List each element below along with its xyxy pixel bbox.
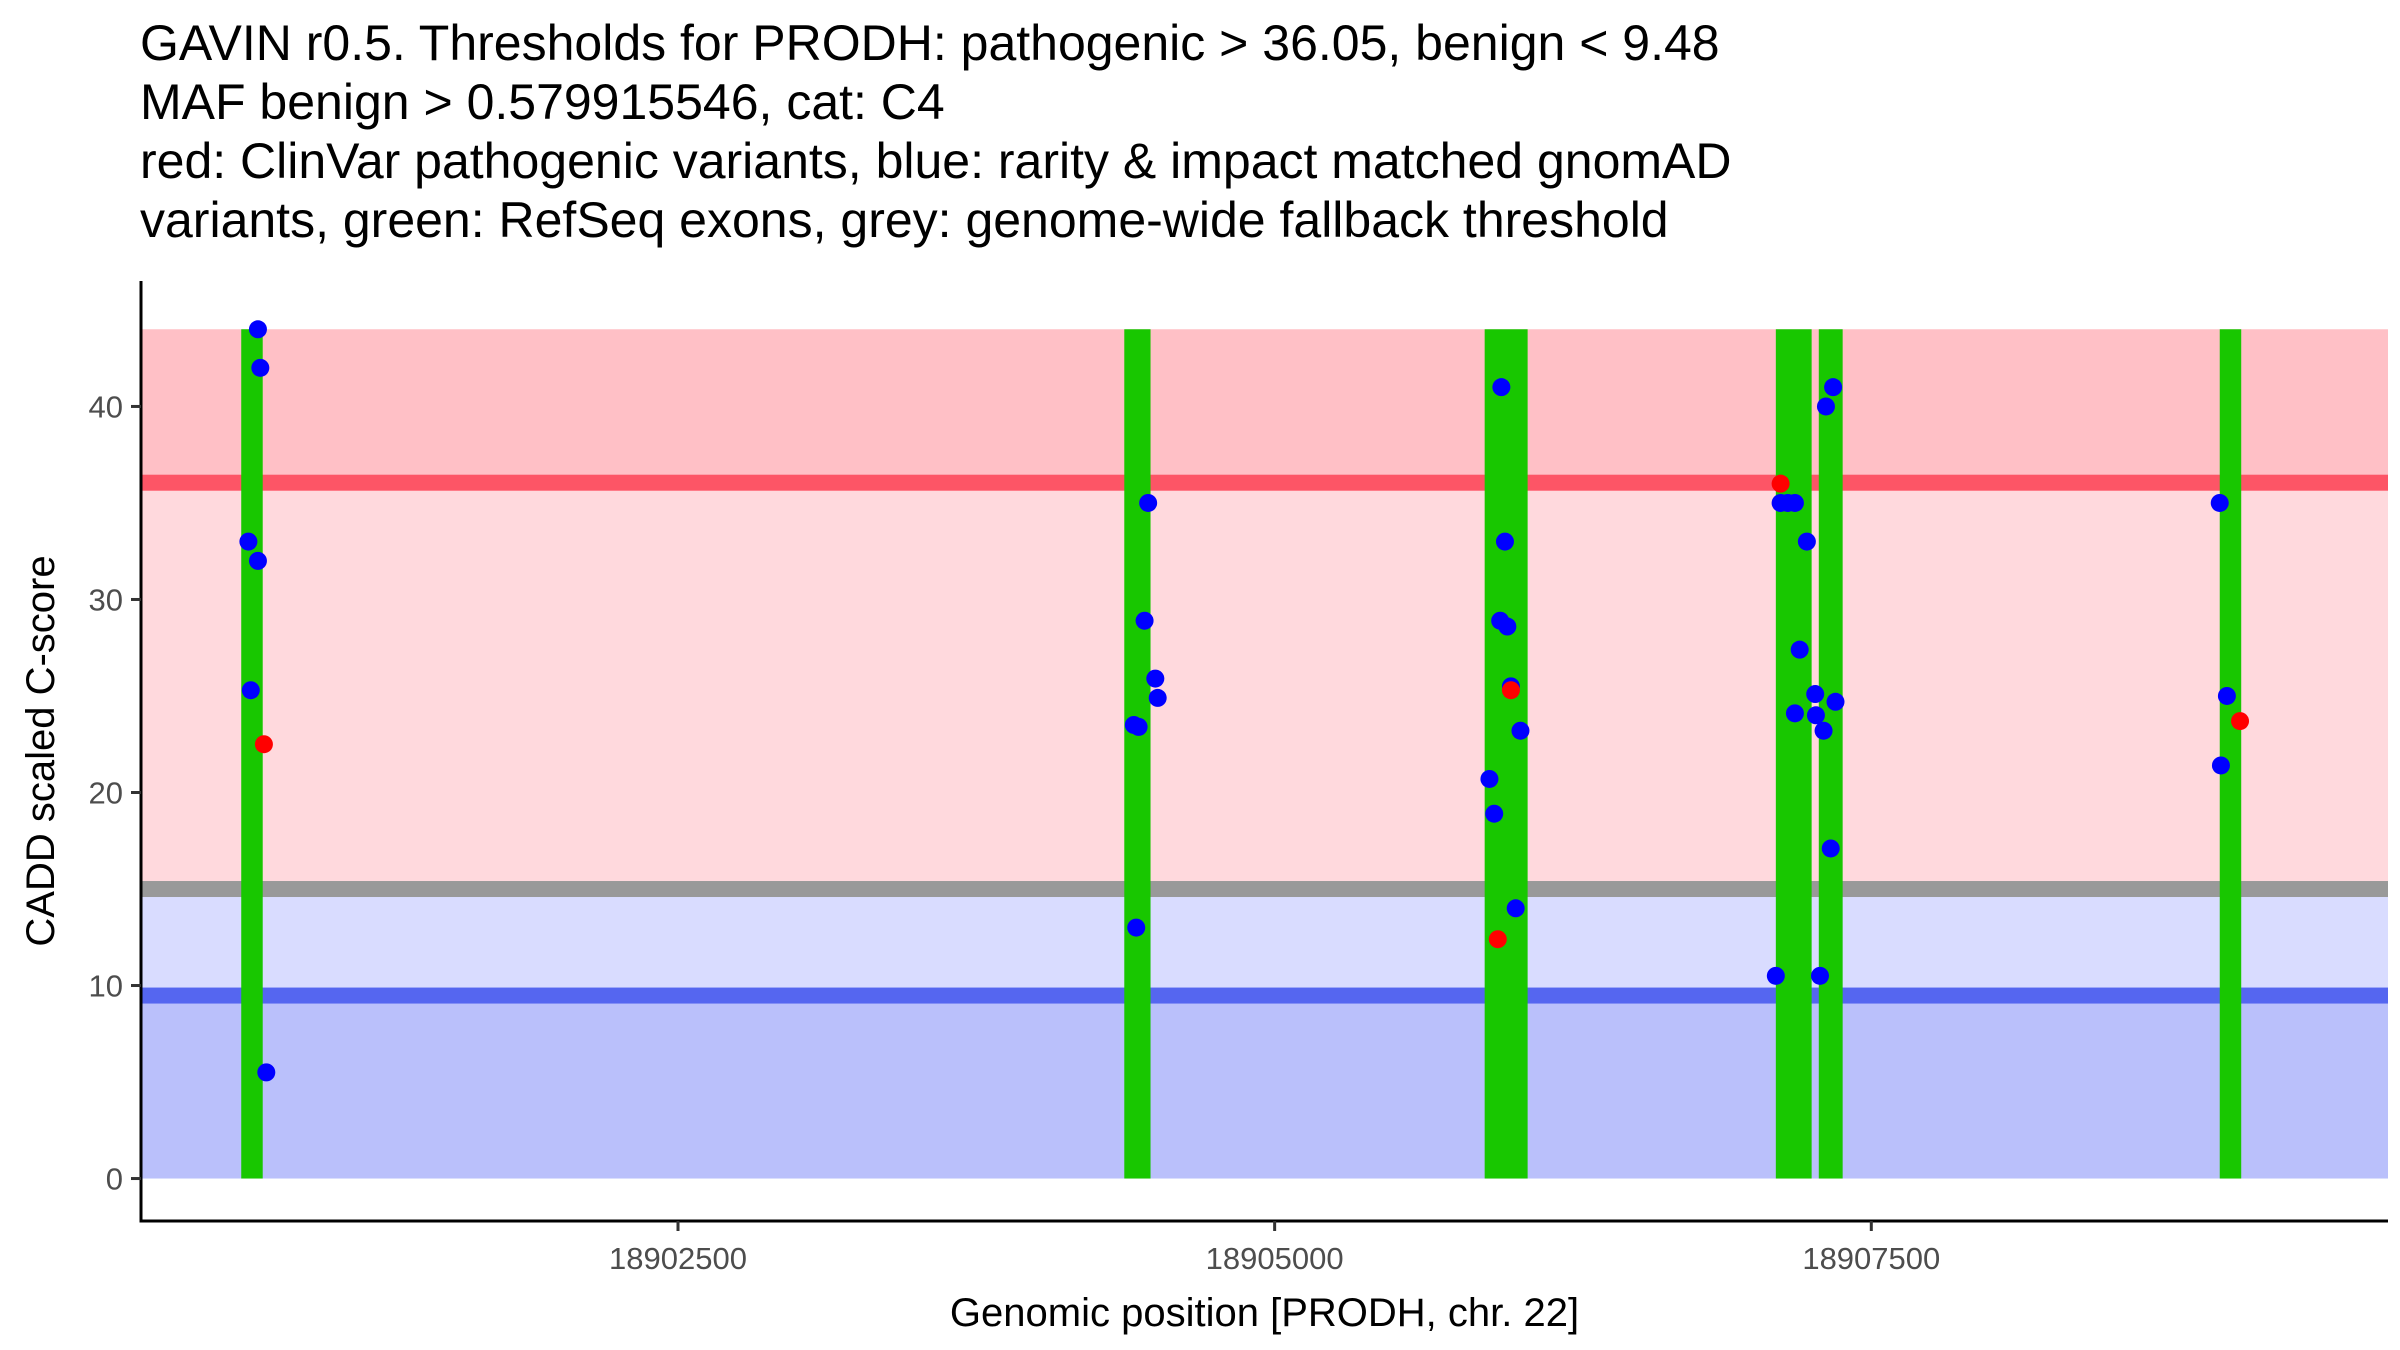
gnomad-point <box>241 681 260 700</box>
gnomad-point <box>248 320 267 339</box>
gnomad-point <box>1785 493 1804 512</box>
y-axis-title: CADD scaled C-score <box>19 555 63 946</box>
clinvar-point <box>2231 712 2250 731</box>
gnomad-point <box>1498 617 1517 636</box>
benign-grey-zone-band <box>141 889 2388 996</box>
pathogenic-zone-band <box>141 329 2388 483</box>
exon-bar <box>1775 329 1812 1179</box>
chart-title: GAVIN r0.5. Thresholds for PRODH: pathog… <box>140 14 1731 250</box>
exon-bar <box>2219 329 2242 1179</box>
gnomad-point <box>1148 688 1167 707</box>
gnomad-point <box>257 1063 276 1082</box>
gnomad-point <box>1129 717 1148 736</box>
gnomad-point <box>1810 966 1829 985</box>
pathogenic-grey-zone-band <box>141 482 2388 890</box>
x-tick-label: 18905000 <box>1206 1241 1344 1276</box>
title-line-2: MAF benign > 0.579915546, cat: C4 <box>140 74 945 130</box>
benign-zone-band <box>141 995 2388 1179</box>
x-tick-label: 18907500 <box>1802 1241 1940 1276</box>
gnomad-point <box>1806 706 1825 725</box>
y-tick-label: 0 <box>106 1162 123 1197</box>
pathogenic-threshold-line <box>141 474 2388 491</box>
benign-threshold-line <box>141 987 2388 1004</box>
gnomad-point <box>2217 686 2236 705</box>
gnomad-point <box>1511 721 1530 740</box>
gnomad-point <box>1480 769 1499 788</box>
fallback-threshold-line <box>141 881 2388 898</box>
gnomad-point <box>1826 692 1845 711</box>
x-tick-label: 18902500 <box>609 1241 747 1276</box>
gnomad-point <box>1785 704 1804 723</box>
gnomad-point <box>1797 532 1816 551</box>
exon-bar <box>1124 329 1151 1179</box>
y-tick-label: 10 <box>89 969 123 1004</box>
exon-bar <box>241 329 263 1179</box>
gnomad-point <box>1766 966 1785 985</box>
axes <box>139 281 2388 1223</box>
title-line-3: red: ClinVar pathogenic variants, blue: … <box>140 133 1732 189</box>
gnomad-point <box>1814 721 1833 740</box>
clinvar-point <box>254 735 273 754</box>
clinvar-point <box>1488 930 1507 949</box>
threshold-bands <box>141 329 2388 1179</box>
clinvar-point <box>1771 474 1790 493</box>
gnomad-point <box>1790 640 1809 659</box>
gnomad-point <box>1127 918 1146 937</box>
gnomad-point <box>248 551 267 570</box>
title-line-1: GAVIN r0.5. Thresholds for PRODH: pathog… <box>140 15 1720 71</box>
gnomad-point <box>1506 899 1525 918</box>
exon-bar <box>1818 329 1843 1179</box>
gnomad-point <box>1492 378 1511 397</box>
gnomad-point <box>1146 669 1165 688</box>
gnomad-point <box>1495 532 1514 551</box>
y-tick-label: 30 <box>89 582 123 617</box>
gnomad-point <box>239 532 258 551</box>
variant-points <box>239 320 2250 1082</box>
gnomad-point <box>2211 756 2230 775</box>
y-tick-label: 20 <box>89 775 123 810</box>
exon-bar <box>1484 329 1528 1179</box>
gnomad-point <box>251 358 270 377</box>
gnomad-point <box>1816 397 1835 416</box>
x-axis-title: Genomic position [PRODH, chr. 22] <box>950 1291 1579 1335</box>
gnomad-point <box>1806 685 1825 704</box>
gnomad-point <box>1139 493 1158 512</box>
axis-ticks: 0 10 20 30 40 18902500 18905000 18907500 <box>89 389 1941 1276</box>
gnomad-point <box>1824 378 1843 397</box>
title-line-4: variants, green: RefSeq exons, grey: gen… <box>140 192 1669 248</box>
y-tick-label: 40 <box>89 389 123 424</box>
gnomad-point <box>1821 839 1840 858</box>
gnomad-point <box>1485 804 1504 823</box>
clinvar-point <box>1501 681 1520 700</box>
gnomad-point <box>1135 611 1154 630</box>
gnomad-point <box>2210 493 2229 512</box>
